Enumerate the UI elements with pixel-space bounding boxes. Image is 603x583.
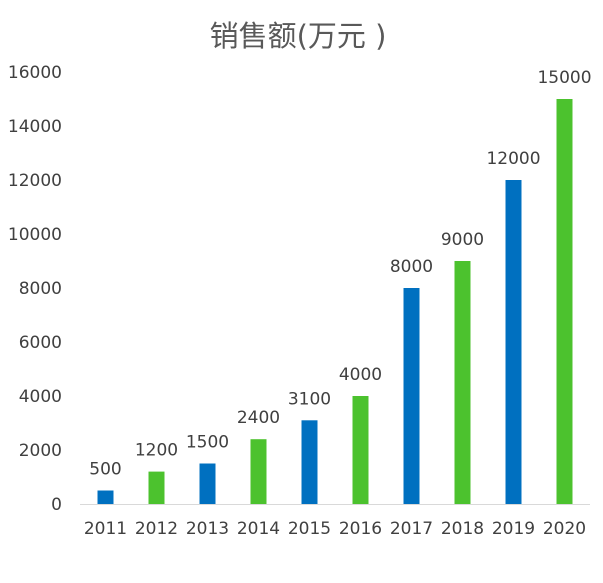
data-label: 1500: [186, 433, 229, 453]
data-labels-group: 500 1200 1500 2400 3100 4000 8000 9000 12000 1500…: [89, 68, 591, 480]
y-tick-label: 4000: [19, 387, 62, 407]
x-tick-label: 2019: [492, 519, 535, 539]
bar-2020: [556, 99, 573, 504]
y-tick-label: 8000: [19, 279, 62, 299]
y-tick-label: 2000: [19, 441, 62, 461]
y-tick-label: 16000: [8, 63, 62, 83]
bar-2014: [250, 439, 267, 504]
x-tick-label: 2014: [237, 519, 280, 539]
chart-title: 销售额(万元 ): [210, 19, 387, 53]
x-axis-tick-labels: 2011 2012 2013 2014 2015 2016 2017 2018 2019 2020: [84, 519, 586, 539]
data-label: 9000: [441, 230, 484, 250]
data-label: 15000: [537, 68, 591, 88]
y-tick-label: 14000: [8, 117, 62, 137]
x-tick-label: 2018: [441, 519, 484, 539]
x-tick-label: 2015: [288, 519, 331, 539]
bar-2011: [97, 490, 114, 504]
data-label: 500: [89, 460, 121, 480]
x-tick-label: 2016: [339, 519, 382, 539]
bar-2012: [148, 471, 165, 504]
bar-2018: [454, 261, 471, 504]
data-label: 1200: [135, 441, 178, 461]
bar-2017: [403, 288, 420, 504]
data-label: 12000: [486, 149, 540, 169]
y-tick-label: 6000: [19, 333, 62, 353]
x-tick-label: 2020: [543, 519, 586, 539]
bar-2013: [199, 463, 216, 504]
data-label: 8000: [390, 257, 433, 277]
x-tick-label: 2012: [135, 519, 178, 539]
x-tick-label: 2011: [84, 519, 127, 539]
bar-2019: [505, 180, 522, 504]
bars-group: [97, 99, 573, 504]
y-tick-label: 10000: [8, 225, 62, 245]
y-tick-label: 0: [51, 495, 62, 515]
y-axis-tick-labels: 0 2000 4000 6000 8000 10000 12000 14000 16000: [8, 63, 62, 515]
x-tick-label: 2017: [390, 519, 433, 539]
bar-2015: [301, 420, 318, 504]
x-tick-label: 2013: [186, 519, 229, 539]
data-label: 2400: [237, 408, 280, 428]
bar-2016: [352, 396, 369, 504]
data-label: 4000: [339, 365, 382, 385]
y-tick-label: 12000: [8, 171, 62, 191]
data-label: 3100: [288, 389, 331, 409]
